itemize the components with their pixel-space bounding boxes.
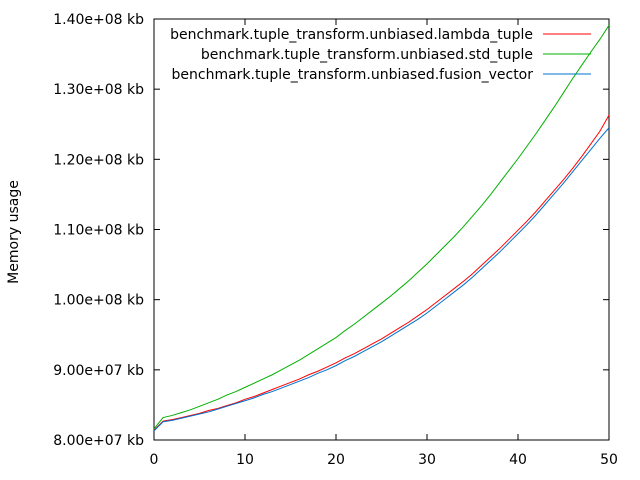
y-tick-label: 1.20e+08 kb xyxy=(53,152,144,168)
y-tick-label: 1.10e+08 kb xyxy=(53,223,144,239)
x-tick-label: 0 xyxy=(150,452,159,468)
x-tick-label: 30 xyxy=(418,452,436,468)
series-line-1 xyxy=(153,114,610,431)
y-axis-label: Memory usage xyxy=(6,180,22,284)
series-line-2 xyxy=(153,25,610,430)
x-tick-label: 40 xyxy=(509,452,527,468)
y-tick-label: 1.30e+08 kb xyxy=(53,82,144,98)
x-tick-label: 10 xyxy=(236,452,254,468)
x-axis: 0 10 20 30 40 50 xyxy=(150,19,618,468)
x-tick-label: 50 xyxy=(600,452,618,468)
legend: benchmark.tuple_transform.unbiased.lambd… xyxy=(170,27,591,83)
y-tick-label: 9.00e+07 kb xyxy=(53,363,144,379)
y-tick-label: 8.00e+07 kb xyxy=(53,433,144,449)
y-tick-label: 1.00e+08 kb xyxy=(53,293,144,309)
legend-label-2: benchmark.tuple_transform.unbiased.std_t… xyxy=(201,47,533,63)
series-group xyxy=(153,25,610,432)
legend-label-1: benchmark.tuple_transform.unbiased.lambd… xyxy=(170,27,533,43)
series-line-3 xyxy=(153,127,610,432)
legend-label-3: benchmark.tuple_transform.unbiased.fusio… xyxy=(172,67,534,83)
x-tick-label: 20 xyxy=(327,452,345,468)
y-tick-label: 1.40e+08 kb xyxy=(53,12,144,28)
y-axis: 8.00e+07 kb 9.00e+07 kb 1.00e+08 kb 1.10e+0… xyxy=(53,12,609,449)
